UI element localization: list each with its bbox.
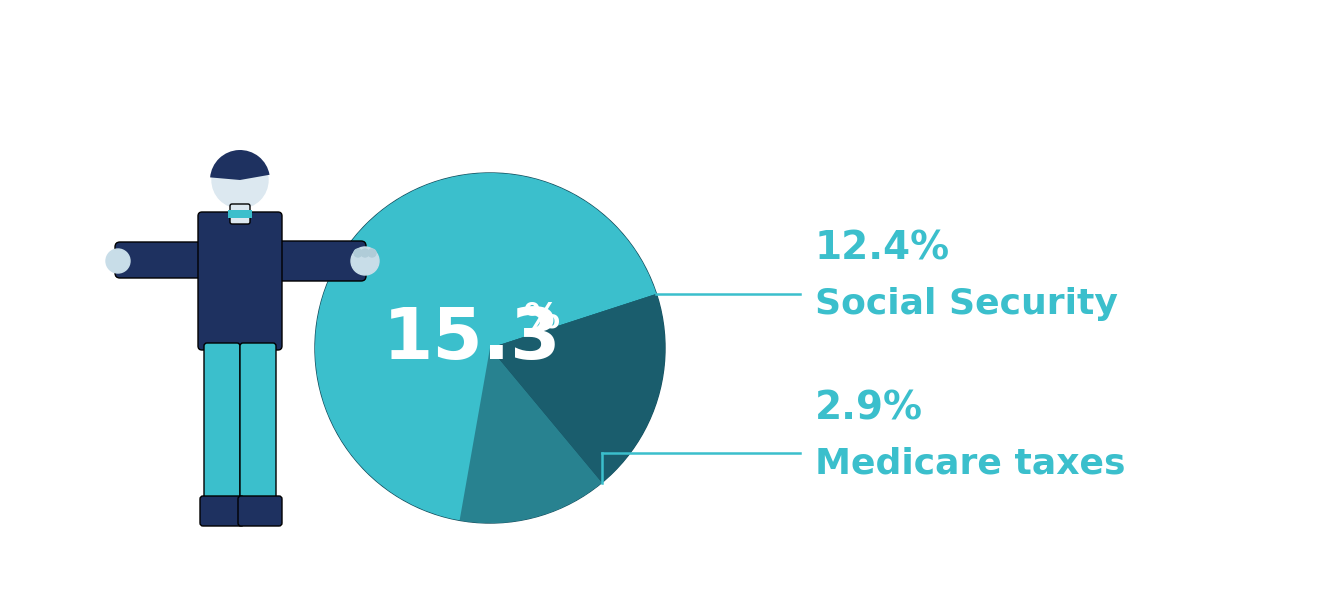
FancyBboxPatch shape [240, 343, 276, 504]
Text: Medicare taxes: Medicare taxes [814, 446, 1126, 480]
FancyBboxPatch shape [230, 204, 249, 224]
Wedge shape [315, 173, 656, 523]
FancyBboxPatch shape [271, 241, 366, 281]
FancyBboxPatch shape [205, 343, 240, 504]
Circle shape [106, 249, 129, 273]
Wedge shape [490, 294, 665, 482]
Circle shape [368, 249, 376, 257]
Text: SELF-EMPLOYMENT TAX RATE: SELF-EMPLOYMENT TAX RATE [247, 27, 1073, 75]
FancyBboxPatch shape [201, 496, 244, 526]
Circle shape [360, 249, 370, 257]
Circle shape [315, 173, 665, 523]
Text: 2.9%: 2.9% [814, 389, 923, 427]
Bar [228, 210, 252, 218]
FancyBboxPatch shape [115, 242, 207, 278]
Text: Social Security: Social Security [814, 287, 1118, 321]
Circle shape [351, 247, 379, 275]
Circle shape [213, 152, 268, 208]
Circle shape [354, 249, 362, 257]
Wedge shape [210, 150, 269, 180]
FancyBboxPatch shape [198, 212, 282, 350]
Text: %: % [524, 301, 560, 335]
Text: 12.4%: 12.4% [814, 230, 950, 268]
Wedge shape [459, 294, 665, 523]
Text: 15.3: 15.3 [383, 305, 561, 374]
FancyBboxPatch shape [238, 496, 282, 526]
